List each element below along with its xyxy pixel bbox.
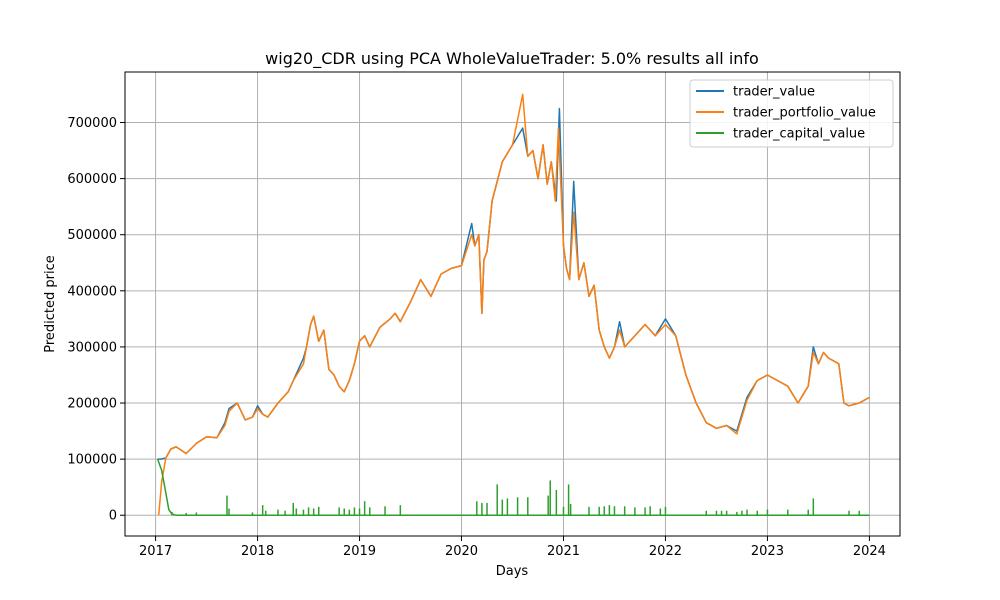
legend-label: trader_portfolio_value <box>733 106 876 121</box>
y-tick-label: 100000 <box>67 453 117 468</box>
x-tick-label: 2019 <box>343 544 376 559</box>
y-axis-label: Predicted price <box>43 255 58 353</box>
x-tick-label: 2024 <box>853 544 886 559</box>
y-tick-label: 400000 <box>67 284 117 299</box>
y-axis: 0 100000 200000 300000 400000 500000 600000 700… <box>67 116 125 524</box>
y-tick-label: 300000 <box>67 340 117 355</box>
legend-label: trader_capital_value <box>733 127 865 142</box>
x-tick-label: 2021 <box>547 544 580 559</box>
x-tick-label: 2020 <box>445 544 478 559</box>
legend-box <box>689 79 894 148</box>
legend-label: trader_value <box>733 85 815 100</box>
plot-frame <box>124 71 901 537</box>
x-tick-label: 2023 <box>751 544 784 559</box>
x-axis-label: Days <box>496 564 529 579</box>
x-tick-label: 2022 <box>649 544 682 559</box>
x-axis: 2017 2018 2019 2020 2021 2022 2023 2024 <box>139 536 886 559</box>
chart-title: wig20_CDR using PCA WholeValueTrader: 5.… <box>265 49 759 69</box>
grid <box>125 72 900 536</box>
series-line-trader-value <box>157 107 870 460</box>
series-layer <box>156 93 870 516</box>
x-tick-label: 2018 <box>241 544 274 559</box>
y-tick-label: 700000 <box>67 116 117 131</box>
y-tick-label: 500000 <box>67 228 117 243</box>
y-tick-label: 0 <box>109 509 117 524</box>
legend: trader_value trader_portfolio_valuetrader… <box>689 79 894 148</box>
y-tick-label: 600000 <box>67 172 117 187</box>
y-tick-label: 200000 <box>67 397 117 412</box>
series-line-trader-capital-value <box>156 458 870 516</box>
series-line-trader-portfolio-value <box>157 93 870 516</box>
x-tick-label: 2017 <box>139 544 172 559</box>
